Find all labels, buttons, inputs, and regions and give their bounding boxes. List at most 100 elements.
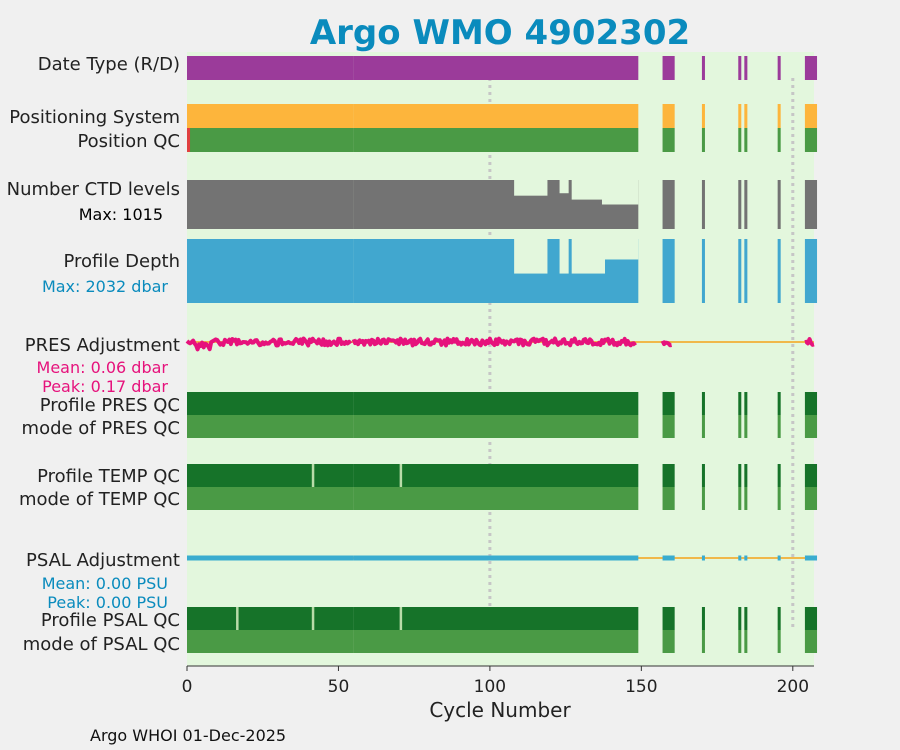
- profile-depth-reduced-3: [601, 239, 639, 260]
- profile-psal-qc-segment-2: [662, 607, 675, 630]
- psal-adjustment-trace-4: [738, 555, 742, 561]
- profile-pres-qc-segment-0: [187, 392, 354, 415]
- mode-of-pres-qc-segment-4: [738, 415, 742, 438]
- psal-adjustment-trace-1: [353, 555, 639, 561]
- profile-pres-qc-segment-5: [744, 392, 748, 415]
- date-type-r-d-segment-0: [187, 56, 354, 80]
- mode-of-pres-qc-segment-3: [701, 415, 705, 438]
- number-ctd-levels-reduced-0: [514, 180, 548, 196]
- mode-of-temp-qc-segment-1: [353, 487, 639, 510]
- psal-adjustment-trace-3: [701, 555, 705, 561]
- mode-of-psal-qc-segment-2: [662, 630, 675, 653]
- profile-psal-qc-segment-7: [804, 607, 818, 630]
- profile-pres-qc-segment-1: [353, 392, 639, 415]
- profile-depth-segment-0: [187, 239, 354, 303]
- row-label-number-ctd-levels: Number CTD levels: [7, 179, 180, 200]
- position-qc-segment-5: [744, 128, 748, 152]
- mode-of-temp-qc-segment-2: [662, 487, 675, 510]
- date-type-r-d-segment-1: [353, 56, 639, 80]
- profile-depth-segment-7: [804, 239, 818, 303]
- mode-of-pres-qc-segment-2: [662, 415, 675, 438]
- profile-temp-qc-segment-3: [701, 464, 705, 487]
- row-label-date-type-r-d: Date Type (R/D): [38, 54, 180, 75]
- profile-depth-info-0: Max: 2032 dbar: [42, 277, 168, 296]
- x-tick-label-200: 200: [777, 677, 809, 697]
- number-ctd-levels-segment-5: [744, 180, 748, 229]
- row-mode-of-temp-qc: [187, 487, 818, 510]
- position-qc-segment-2: [662, 128, 675, 152]
- row-number-ctd-levels: [187, 180, 818, 229]
- positioning-system-segment-3: [701, 104, 705, 128]
- mode-of-psal-qc-segment-4: [738, 630, 742, 653]
- mode-of-psal-qc-segment-7: [804, 630, 818, 653]
- vertical-gridlines: [488, 78, 795, 630]
- mode-of-psal-qc-segment-0: [187, 630, 354, 653]
- mode-of-psal-qc-segment-1: [353, 630, 639, 653]
- row-profile-depth: [187, 239, 818, 303]
- x-tick-label-150: 150: [625, 677, 657, 697]
- row-label-psal-adjustment: PSAL Adjustment: [26, 550, 180, 571]
- chart-title: Argo WMO 4902302: [310, 13, 690, 53]
- profile-temp-qc-flag-cycle-70: [399, 464, 403, 487]
- number-ctd-levels-info-0: Max: 1015: [79, 205, 163, 224]
- profile-psal-qc-segment-4: [738, 607, 742, 630]
- profile-psal-qc-flag-cycle-70: [399, 607, 403, 630]
- date-type-r-d-segment-6: [777, 56, 781, 80]
- number-ctd-levels-reduced-3: [601, 180, 639, 205]
- x-axis: 0 50 100 150 200: [182, 665, 814, 697]
- profile-temp-qc-segment-7: [804, 464, 818, 487]
- mode-of-pres-qc-segment-5: [744, 415, 748, 438]
- positioning-system-segment-5: [744, 104, 748, 128]
- number-ctd-levels-reduced-2: [571, 180, 605, 200]
- row-mode-of-pres-qc: [187, 415, 818, 438]
- number-ctd-levels-segment-0: [187, 180, 354, 229]
- row-label-mode-of-pres-qc: mode of PRES QC: [22, 418, 180, 439]
- profile-psal-qc-flag-cycle-16: [236, 607, 239, 630]
- profile-pres-qc-segment-4: [738, 392, 742, 415]
- row-label-profile-psal-qc: Profile PSAL QC: [41, 610, 180, 631]
- mode-of-pres-qc-segment-7: [804, 415, 818, 438]
- row-label-profile-pres-qc: Profile PRES QC: [40, 395, 180, 416]
- psal-adjustment-info-1: Peak: 0.00 PSU: [47, 593, 168, 612]
- pres-adjustment-trace-2: [660, 340, 673, 348]
- number-ctd-levels-reduced-1: [559, 180, 569, 194]
- row-label-profile-depth: Profile Depth: [63, 251, 180, 272]
- chart-rows: [185, 56, 818, 653]
- mode-of-temp-qc-segment-5: [744, 487, 748, 510]
- profile-depth-reduced-2: [571, 239, 605, 274]
- mode-of-temp-qc-segment-6: [777, 487, 781, 510]
- plot-area: [187, 52, 814, 666]
- row-label-profile-temp-qc: Profile TEMP QC: [37, 466, 180, 487]
- pres-adjustment-info-1: Peak: 0.17 dbar: [42, 377, 168, 396]
- mode-of-temp-qc-segment-7: [804, 487, 818, 510]
- profile-psal-qc-segment-1: [353, 607, 639, 630]
- pres-adjustment-info-0: Mean: 0.06 dbar: [37, 358, 169, 377]
- row-label-mode-of-psal-qc: mode of PSAL QC: [23, 634, 180, 655]
- date-type-r-d-segment-7: [804, 56, 818, 80]
- date-type-r-d-segment-4: [738, 56, 742, 80]
- mode-of-pres-qc-segment-1: [353, 415, 639, 438]
- pres-adjustment-trace-0: [185, 336, 353, 352]
- profile-pres-qc-segment-7: [804, 392, 818, 415]
- row-label-positioning-system: Positioning System: [9, 107, 180, 128]
- number-ctd-levels-segment-6: [777, 180, 781, 229]
- profile-temp-qc-segment-6: [777, 464, 781, 487]
- row-positioning-system: [187, 104, 818, 128]
- row-psal-adjustment: [187, 555, 818, 561]
- profile-temp-qc-segment-1: [353, 464, 639, 487]
- position-qc-segment-3: [701, 128, 705, 152]
- row-label-position-qc: Position QC: [77, 131, 180, 152]
- mode-of-pres-qc-segment-0: [187, 415, 354, 438]
- positioning-system-segment-7: [804, 104, 818, 128]
- profile-psal-qc-segment-0: [187, 607, 354, 630]
- mode-of-psal-qc-segment-5: [744, 630, 748, 653]
- profile-temp-qc-segment-4: [738, 464, 742, 487]
- profile-temp-qc-segment-2: [662, 464, 675, 487]
- psal-adjustment-trace-0: [187, 555, 354, 561]
- positioning-system-segment-2: [662, 104, 675, 128]
- profile-psal-qc-segment-6: [777, 607, 781, 630]
- position-qc-segment-6: [777, 128, 781, 152]
- number-ctd-levels-segment-7: [804, 180, 818, 229]
- position-qc-segment-4: [738, 128, 742, 152]
- positioning-system-segment-4: [738, 104, 742, 128]
